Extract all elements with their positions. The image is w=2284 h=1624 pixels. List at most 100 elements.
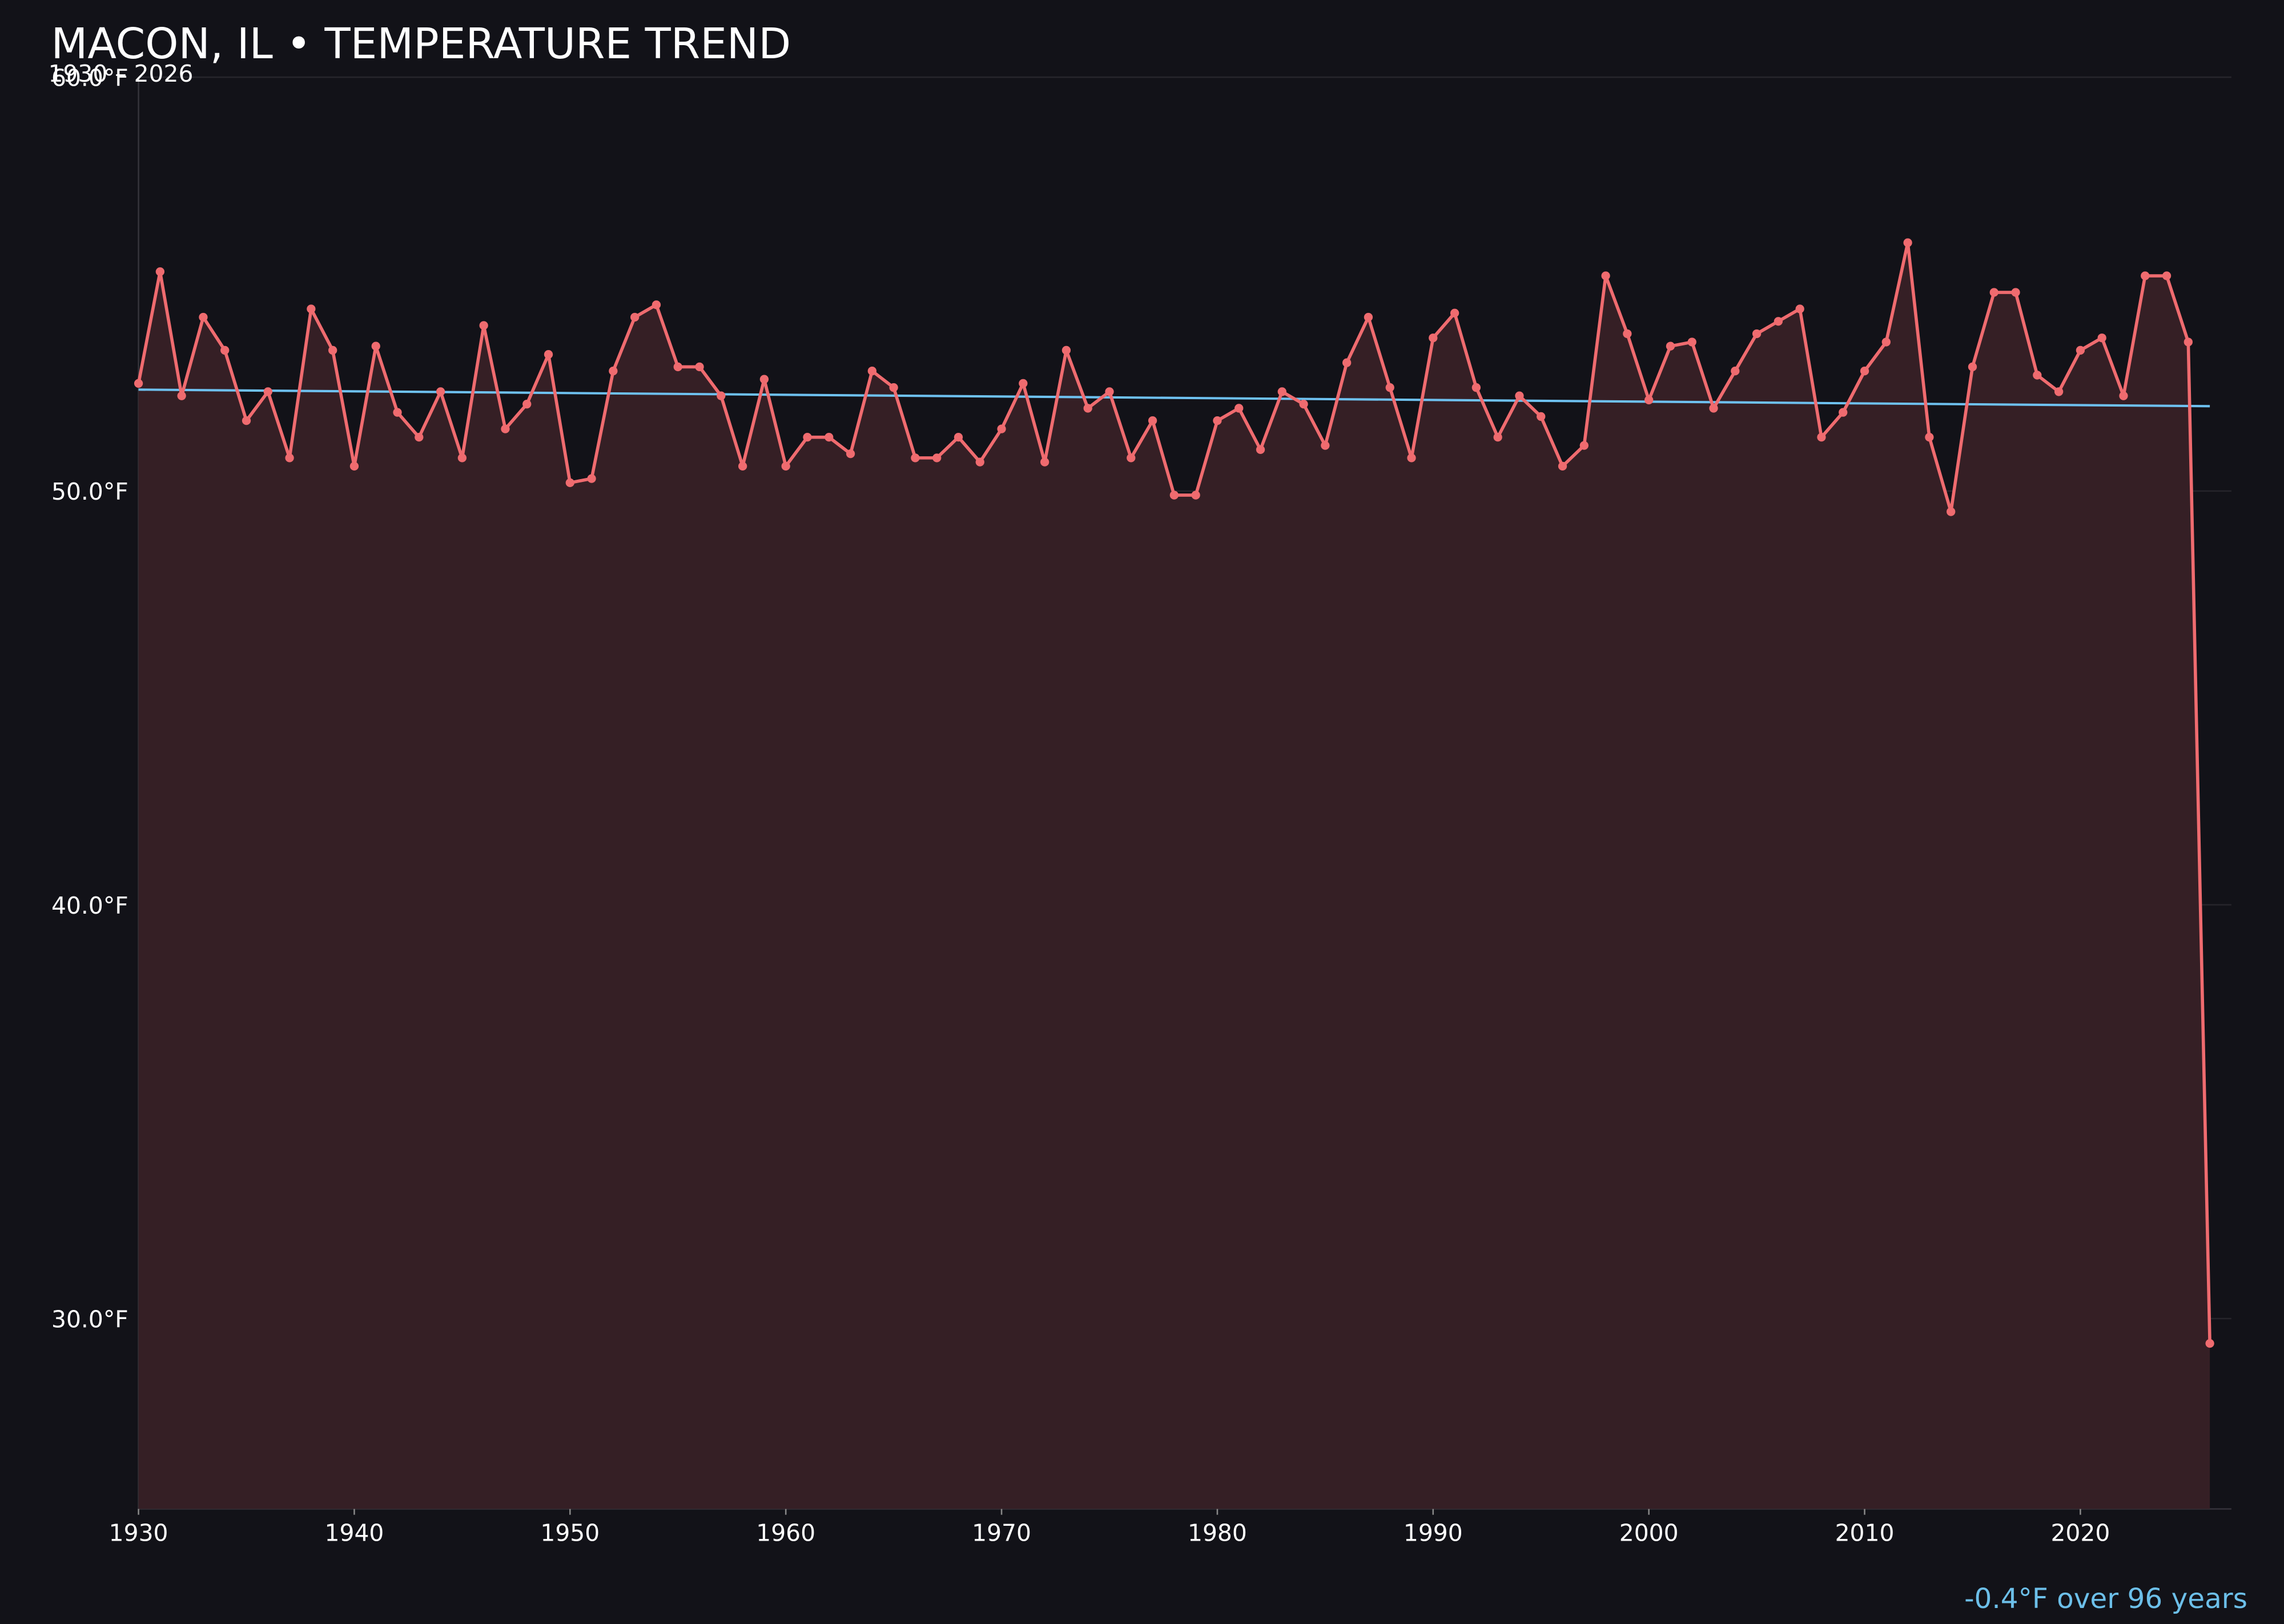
point xyxy=(1450,308,1459,317)
point xyxy=(1061,345,1071,355)
point xyxy=(889,383,898,392)
point xyxy=(1968,362,1977,372)
x-tick-label: 1950 xyxy=(540,1520,600,1547)
point xyxy=(975,457,984,467)
point xyxy=(242,416,251,425)
point xyxy=(1709,404,1718,413)
point xyxy=(738,461,747,471)
chart-title: MACON, IL • TEMPERATURE TREND xyxy=(51,19,791,69)
point xyxy=(1235,404,1244,413)
y-tick-label: 40.0°F xyxy=(51,892,128,919)
point xyxy=(781,461,790,471)
point xyxy=(1579,441,1589,450)
x-tick-label: 2000 xyxy=(1619,1520,1679,1547)
point xyxy=(1127,453,1136,463)
x-tick-label: 1990 xyxy=(1404,1520,1463,1547)
point xyxy=(1083,404,1092,413)
point xyxy=(1105,387,1114,396)
point xyxy=(1407,453,1416,463)
point xyxy=(328,345,337,355)
point xyxy=(1881,337,1891,347)
point xyxy=(932,453,942,463)
point xyxy=(652,300,661,309)
point xyxy=(1148,416,1157,425)
y-tick-label: 50.0°F xyxy=(51,478,128,505)
point xyxy=(997,424,1006,433)
point xyxy=(609,367,618,376)
point xyxy=(1925,432,1934,442)
point xyxy=(134,379,143,388)
point xyxy=(1342,358,1352,367)
point xyxy=(1774,317,1783,326)
point xyxy=(1213,416,1222,425)
point xyxy=(263,387,272,396)
x-tick-label: 1980 xyxy=(1188,1520,1247,1547)
trend-annotation: -0.4°F over 96 years xyxy=(1964,1583,2247,1615)
point xyxy=(825,432,834,442)
point xyxy=(1947,507,1956,516)
point xyxy=(717,391,726,400)
point xyxy=(846,449,855,459)
point xyxy=(2141,271,2150,280)
point xyxy=(1731,367,1740,376)
y-tick-label: 60.0°F xyxy=(51,64,128,91)
point xyxy=(220,345,230,355)
point xyxy=(1601,271,1610,280)
point xyxy=(1623,329,1632,339)
point xyxy=(1040,457,1049,467)
point xyxy=(349,461,359,471)
x-tick-label: 1940 xyxy=(325,1520,384,1547)
x-tick-label: 2010 xyxy=(1835,1520,1895,1547)
point xyxy=(673,362,682,372)
point xyxy=(501,424,510,433)
point xyxy=(565,478,574,488)
plot-area: 30.0°F 40.0°F 50.0°F 60.0°F 1930 1940 1950 1960… xyxy=(51,64,2231,1547)
point xyxy=(630,312,640,322)
point xyxy=(1752,329,1762,339)
point xyxy=(522,400,532,409)
point xyxy=(1471,383,1481,392)
point xyxy=(867,367,876,376)
point xyxy=(415,432,424,442)
point xyxy=(1537,412,1546,421)
point xyxy=(1321,441,1330,450)
point xyxy=(759,375,769,384)
point xyxy=(1277,387,1286,396)
point xyxy=(177,391,186,400)
point xyxy=(1515,391,1524,400)
point xyxy=(1687,337,1696,347)
point xyxy=(285,453,294,463)
point xyxy=(371,341,380,351)
point xyxy=(1860,367,1869,376)
point xyxy=(1169,491,1179,500)
point xyxy=(155,267,165,276)
point xyxy=(457,453,467,463)
point xyxy=(1903,238,1912,247)
point xyxy=(911,453,920,463)
point xyxy=(1493,432,1502,442)
point xyxy=(544,350,553,359)
point xyxy=(479,321,488,330)
point xyxy=(307,304,316,313)
x-tick-label: 2020 xyxy=(2050,1520,2110,1547)
point xyxy=(695,362,704,372)
point xyxy=(2184,337,2193,347)
point xyxy=(1795,304,1804,313)
point xyxy=(1385,383,1394,392)
area xyxy=(138,243,2210,1509)
point xyxy=(803,432,812,442)
point xyxy=(1989,288,1998,297)
point xyxy=(1364,312,1373,322)
point xyxy=(1256,445,1265,455)
point xyxy=(2076,345,2085,355)
point xyxy=(587,474,596,483)
point xyxy=(1666,341,1675,351)
point xyxy=(199,312,208,322)
point xyxy=(2033,371,2042,380)
point xyxy=(2205,1338,2214,1348)
point xyxy=(436,387,445,396)
point xyxy=(1817,432,1826,442)
point xyxy=(393,408,402,417)
point xyxy=(1644,395,1654,405)
